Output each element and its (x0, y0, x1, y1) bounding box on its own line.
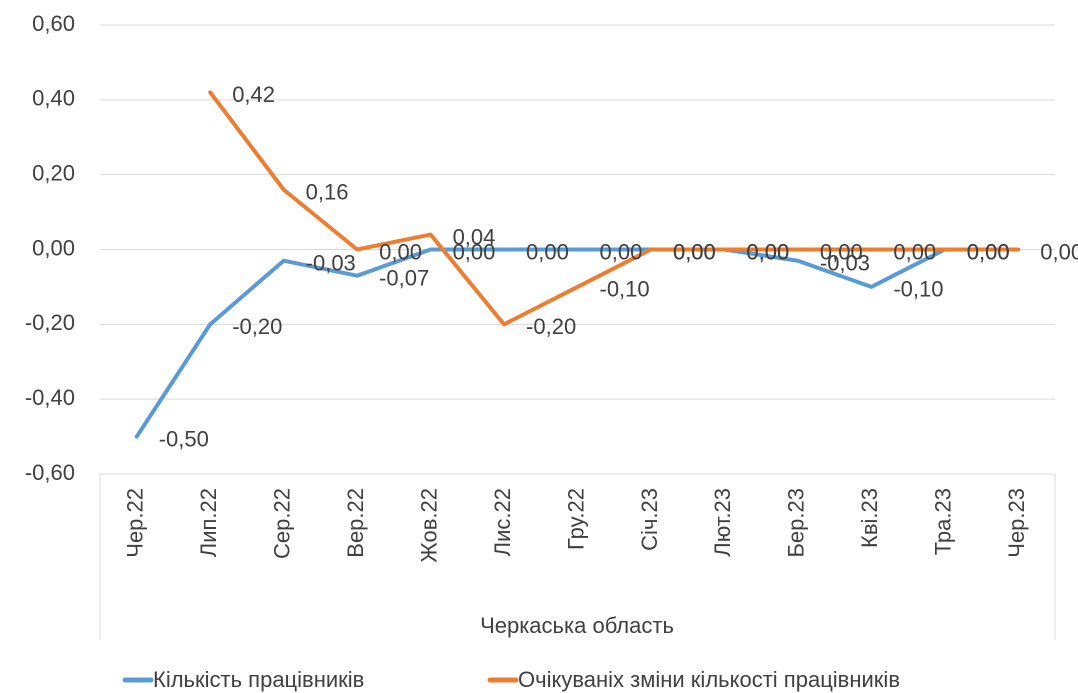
x-tick-label: Гру.22 (563, 488, 588, 550)
y-tick-label: 0,60 (32, 11, 75, 36)
x-tick-label: Вер.22 (343, 488, 368, 558)
y-tick-label: 0,20 (32, 160, 75, 185)
data-label: -0,20 (232, 314, 282, 339)
data-label: -0,10 (893, 277, 943, 302)
data-label: 0,00 (746, 239, 789, 264)
x-tick-label: Сер.22 (269, 488, 294, 559)
data-label: 0,42 (232, 82, 275, 107)
x-tick-label: Лип.22 (196, 488, 221, 557)
x-tick-label: Лют.23 (710, 488, 735, 557)
data-label: 0,00 (893, 239, 936, 264)
data-label: 0,00 (967, 239, 1010, 264)
data-label: -0,50 (159, 426, 209, 451)
data-label: 0,00 (1040, 239, 1078, 264)
x-axis-title: Черкаська область (480, 613, 674, 638)
y-tick-label: -0,40 (25, 385, 75, 410)
y-tick-label: 0,40 (32, 86, 75, 111)
x-tick-label: Бер.23 (784, 488, 809, 558)
data-label: 0,00 (673, 239, 716, 264)
data-label: 0,00 (746, 239, 789, 264)
x-tick-label: Чер.23 (1004, 488, 1029, 558)
y-tick-label: 0,00 (32, 235, 75, 260)
data-label: 0,00 (379, 239, 422, 264)
legend-label: Кількість працівників (153, 667, 364, 692)
data-label: 0,04 (453, 224, 496, 249)
data-label: 0,00 (453, 239, 496, 264)
series-line (134, 247, 947, 439)
y-tick-label: -0,20 (25, 310, 75, 335)
x-tick-label: Кві.23 (857, 488, 882, 548)
x-tick-label: Жов.22 (416, 488, 441, 563)
data-label: -0,10 (600, 277, 650, 302)
data-label: -0,03 (820, 251, 870, 276)
data-label: 0,00 (820, 239, 863, 264)
data-label: 0,00 (600, 239, 643, 264)
data-label: -0,03 (306, 251, 356, 276)
y-tick-label: -0,60 (25, 460, 75, 485)
x-tick-label: Тра.23 (931, 488, 956, 555)
legend-label: Очікуваніх зміни кількості працівників (518, 667, 900, 692)
data-label: 0,16 (306, 179, 349, 204)
x-tick-label: Чер.22 (123, 488, 148, 558)
x-tick-label: Січ.23 (637, 488, 662, 551)
series-line (208, 90, 1021, 327)
data-label: 0,00 (526, 239, 569, 264)
data-label: 0,00 (967, 239, 1010, 264)
data-label: 0,00 (673, 239, 716, 264)
x-tick-label: Лис.22 (490, 488, 515, 556)
data-label: -0,07 (379, 266, 429, 291)
data-label: -0,20 (526, 314, 576, 339)
